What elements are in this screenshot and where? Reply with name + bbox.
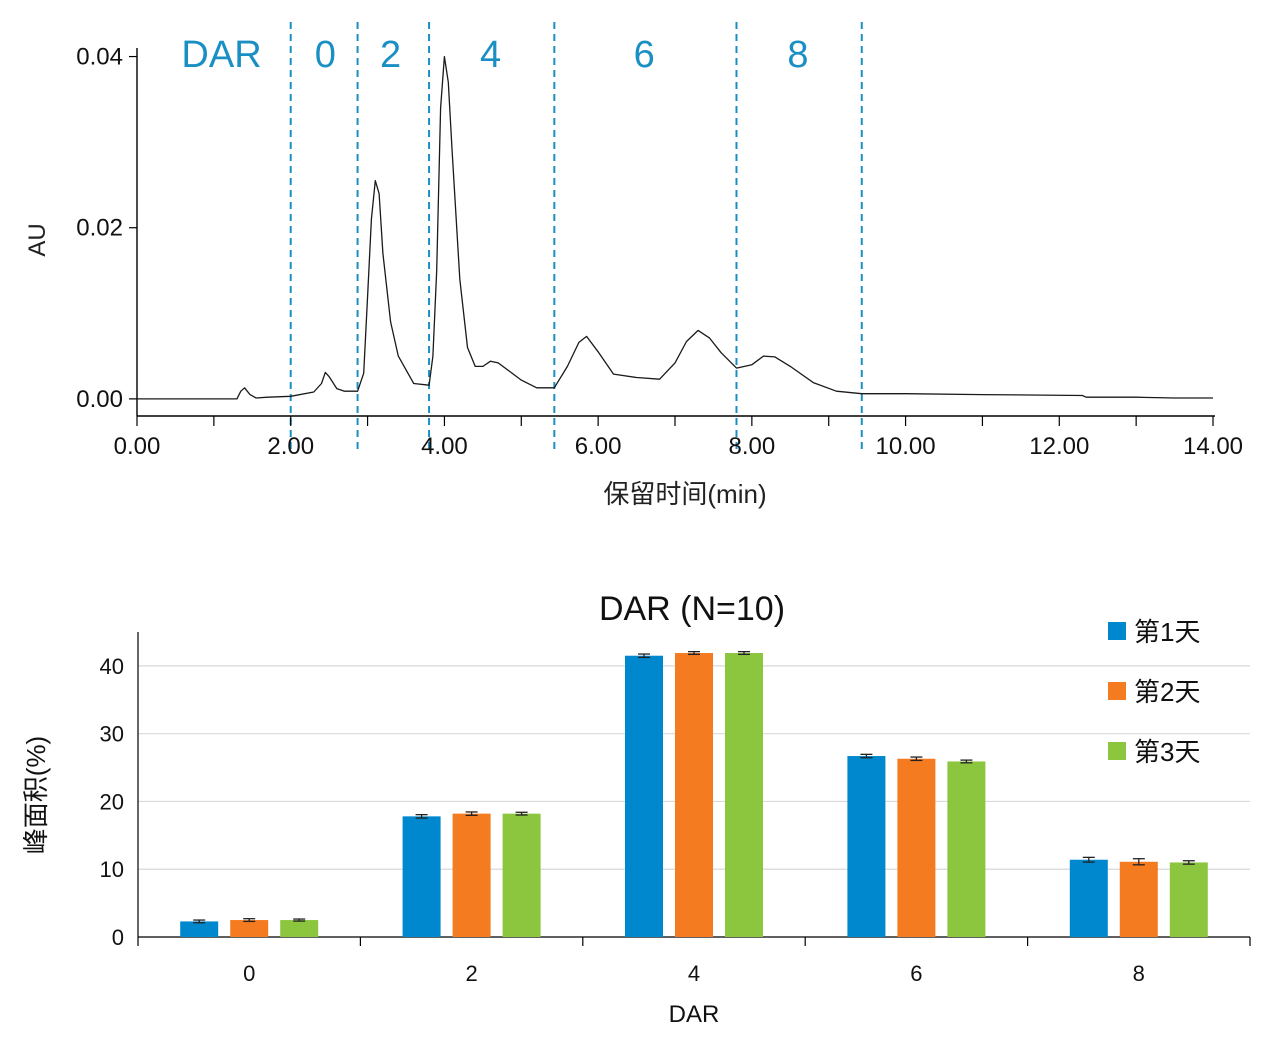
chromatogram-y-tick-label: 0.00: [76, 386, 123, 413]
bar-chart-y-axis-label: 峰面积(%): [21, 736, 51, 854]
chromatogram-x-ticks: 0.00 2.00 4.00 6.00 8.00 10.00 12.00 14.00: [114, 416, 1243, 460]
bar-8-series-3: [1169, 862, 1208, 937]
bar-8-series-2: [1119, 861, 1158, 937]
chromatogram-x-tick-label: 10.00: [876, 433, 936, 460]
chromatogram-y-tick-label: 0.02: [76, 215, 123, 242]
chromatogram-trace: [137, 55, 1213, 400]
bar-chart-y-ticks: 0 10 20 30 40: [100, 654, 124, 950]
chromatogram-x-axis-label: 保留时间(min): [603, 479, 766, 509]
legend-swatch: [1108, 742, 1126, 760]
bar-chart-y-tick-label: 40: [100, 654, 124, 679]
bar-4-series-1: [625, 655, 663, 937]
bar-chart-x-axis-label: DAR: [669, 1001, 720, 1028]
chromatogram-y-ticks: 0.00 0.02 0.04: [76, 44, 137, 413]
chromatogram-x-tick-label: 0.00: [114, 433, 161, 460]
bar-chart-x-tick-label: 8: [1133, 961, 1145, 986]
bar-2-series-1: [402, 816, 441, 937]
dar-region-label: 0: [315, 34, 336, 76]
bar-2-series-3: [502, 813, 541, 937]
bar-chart-y-tick-label: 10: [100, 857, 124, 882]
chromatogram-x-tick-label: 8.00: [728, 433, 775, 460]
dar-region-label: 4: [480, 34, 501, 76]
dar-region-labels: 0 2 4 6 8: [315, 34, 809, 76]
bar-chart-x-ticks: 0 2 4 6 8: [137, 937, 1251, 986]
chromatogram-chart: DAR 0 2 4 6 8 0.00 2.00 4.00 6.00 8.00 10.00 12.00…: [24, 22, 1243, 509]
dar-region-label: 2: [380, 34, 401, 76]
chromatogram-y-tick-label: 0.04: [76, 44, 123, 71]
dar-region-markers: [289, 22, 863, 452]
bar-chart-y-tick-label: 0: [112, 925, 124, 950]
bar-0-series-3: [280, 920, 319, 937]
dar-region-label: 6: [634, 34, 655, 76]
bar-chart-title: DAR (N=10): [599, 590, 785, 628]
bar-chart-x-tick-label: 6: [910, 961, 922, 986]
chromatogram-x-tick-label: 14.00: [1183, 433, 1243, 460]
bar-6-series-2: [897, 758, 936, 937]
dar-region-label: 8: [787, 34, 808, 76]
chromatogram-x-tick-label: 4.00: [421, 433, 468, 460]
bar-chart-x-tick-label: 0: [243, 961, 255, 986]
bar-4-series-2: [675, 653, 713, 937]
bar-chart-x-tick-label: 2: [465, 961, 477, 986]
bar-2-series-2: [452, 813, 491, 937]
legend-label: 第3天: [1134, 737, 1200, 767]
legend-label: 第2天: [1134, 677, 1200, 707]
chromatogram-x-tick-label: 12.00: [1029, 433, 1089, 460]
chromatogram-x-tick-label: 6.00: [575, 433, 622, 460]
legend-swatch: [1108, 622, 1126, 640]
bar-chart-y-tick-label: 20: [100, 789, 124, 814]
bar-chart-bars: [180, 651, 1208, 937]
dar-region-header: DAR: [181, 34, 261, 76]
legend-swatch: [1108, 682, 1126, 700]
legend-label: 第1天: [1134, 617, 1200, 647]
bar-4-series-3: [725, 653, 763, 937]
bar-8-series-1: [1069, 859, 1108, 937]
bar-chart-y-tick-label: 30: [100, 722, 124, 747]
bar-0-series-1: [180, 921, 219, 937]
chromatogram-y-axis-label: AU: [24, 223, 51, 256]
bar-chart-x-tick-label: 4: [688, 961, 700, 986]
bar-0-series-2: [230, 920, 269, 937]
bar-6-series-1: [847, 756, 886, 937]
bar-6-series-3: [947, 761, 986, 937]
chromatogram-x-tick-label: 2.00: [267, 433, 314, 460]
